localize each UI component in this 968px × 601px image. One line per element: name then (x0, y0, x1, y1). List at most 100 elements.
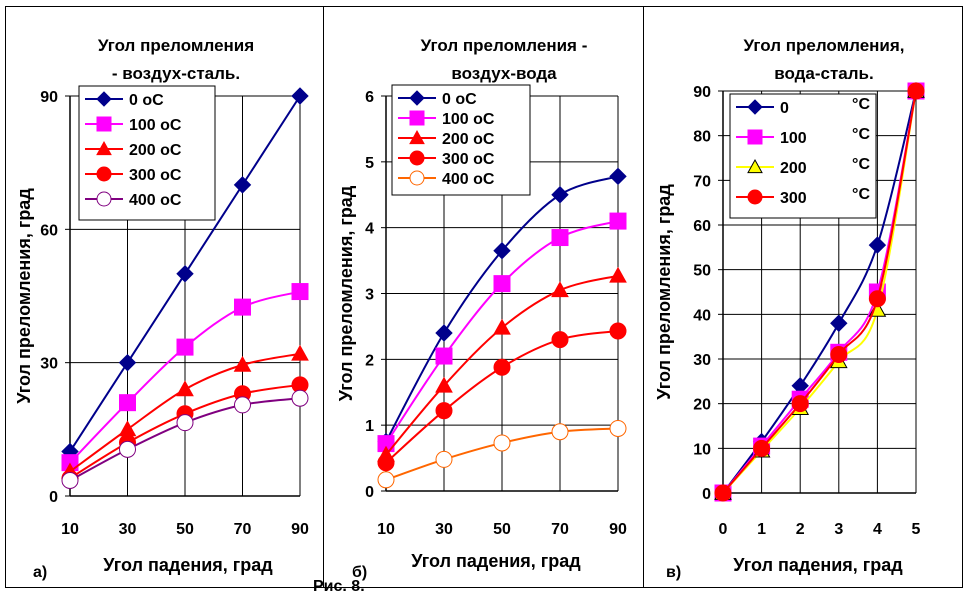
data-point (609, 266, 627, 283)
data-point (714, 484, 732, 502)
y-tick-label: 40 (693, 307, 711, 324)
x-tick-label: 50 (493, 521, 511, 538)
data-point (493, 242, 511, 260)
data-point (493, 318, 511, 335)
data-point (176, 338, 194, 356)
figure-caption: Рис. 8. (313, 578, 365, 595)
data-point (118, 420, 137, 437)
y-tick-label: 2 (365, 352, 374, 369)
x-tick-label: 1 (757, 521, 766, 538)
data-point (753, 439, 771, 457)
data-point (551, 281, 569, 298)
data-point (493, 434, 511, 452)
series-3 (377, 322, 627, 472)
x-tick-label: 90 (291, 521, 309, 538)
legend-label: 200 (780, 160, 807, 177)
data-point (493, 358, 511, 376)
series-2 (377, 266, 627, 462)
legend: 0 оС 100 оС 200 оС 300 оС 400 оС (391, 84, 531, 196)
legend: 0 °C 100 °C 200 °C 300 °C (729, 93, 877, 219)
data-point (119, 394, 136, 412)
chart-svg: Угол преломления - воздух-вода 0 1 2 3 4 5 6 10 30… (336, 36, 627, 581)
data-point (609, 167, 627, 186)
data-point (609, 212, 627, 230)
x-axis-label: Угол падения, град (411, 551, 581, 571)
y-tick-label: 0 (365, 484, 374, 501)
legend-marker (409, 129, 425, 145)
series-3 (714, 82, 925, 502)
x-tick-label: 70 (234, 521, 252, 538)
legend-label: 300 оС (442, 151, 495, 168)
y-axis-label: Угол преломления, град (336, 185, 356, 401)
legend-marker (409, 110, 425, 126)
legend-label: 0 оС (442, 91, 477, 108)
legend-marker (747, 129, 763, 145)
legend-unit: °C (852, 156, 870, 173)
chart-title-line: вода-сталь. (774, 64, 874, 83)
data-point (435, 347, 453, 365)
legend-marker (747, 158, 763, 174)
data-point (377, 471, 395, 489)
chart-title-line: Угол преломления, (743, 36, 904, 55)
data-point (377, 454, 395, 472)
chart-svg: Угол преломления,вода-сталь.010203040506… (654, 36, 925, 581)
y-tick-label: 30 (40, 356, 58, 373)
x-tick-label: 10 (61, 521, 79, 538)
legend-marker (96, 91, 112, 107)
data-point (118, 353, 137, 372)
data-point (493, 275, 511, 293)
data-point (791, 395, 809, 413)
data-point (119, 440, 136, 458)
x-tick-label: 5 (912, 521, 921, 538)
x-tick-label: 30 (435, 521, 453, 538)
data-point (291, 283, 309, 301)
data-point (176, 265, 194, 283)
x-tick-label: 10 (377, 521, 395, 538)
y-tick-label: 80 (693, 129, 711, 146)
data-point (291, 87, 309, 105)
x-axis-label: Угол падения, град (733, 555, 903, 575)
x-tick-label: 30 (119, 521, 137, 538)
series-4 (61, 389, 309, 489)
legend-unit: °C (852, 186, 870, 203)
legend-label: 200 оС (129, 142, 182, 159)
legend-unit: °C (852, 126, 870, 143)
series-4 (377, 419, 627, 489)
legend-label: 100 оС (442, 111, 495, 128)
x-tick-label: 50 (176, 521, 194, 538)
y-tick-label: 30 (693, 352, 711, 369)
data-point (907, 82, 925, 100)
data-point (830, 314, 848, 332)
legend-label: 100 (780, 130, 807, 147)
data-point (609, 419, 627, 437)
y-tick-label: 5 (365, 155, 374, 172)
y-tick-label: 60 (693, 218, 711, 235)
legend-marker (96, 166, 112, 182)
legend-label: 0 (780, 100, 789, 117)
y-tick-label: 3 (365, 287, 374, 304)
legend: 0 оС 100 оС 200 оС 300 оС 400 оС (78, 85, 216, 221)
x-tick-label: 90 (609, 521, 627, 538)
data-point (435, 450, 453, 468)
legend-marker (409, 90, 425, 106)
panel-letter: б) (352, 564, 367, 581)
legend-marker (747, 189, 763, 205)
data-point (61, 471, 79, 489)
x-tick-label: 3 (834, 521, 843, 538)
panel-letter: в) (666, 564, 681, 581)
legend-label: 100 оС (129, 117, 182, 134)
legend-label: 200 оС (442, 131, 495, 148)
legend-marker (96, 191, 112, 207)
data-point (868, 290, 886, 308)
x-tick-label: 70 (551, 521, 569, 538)
y-tick-label: 20 (693, 397, 711, 414)
data-point (609, 322, 627, 340)
data-point (234, 396, 251, 414)
data-point (176, 414, 194, 432)
chart-title-line: воздух-вода (451, 64, 557, 83)
legend-unit: °C (852, 96, 870, 113)
chart-title-line: - воздух-сталь. (112, 64, 240, 83)
legend-marker (409, 150, 425, 166)
data-point (233, 355, 252, 372)
y-tick-label: 4 (365, 221, 374, 238)
